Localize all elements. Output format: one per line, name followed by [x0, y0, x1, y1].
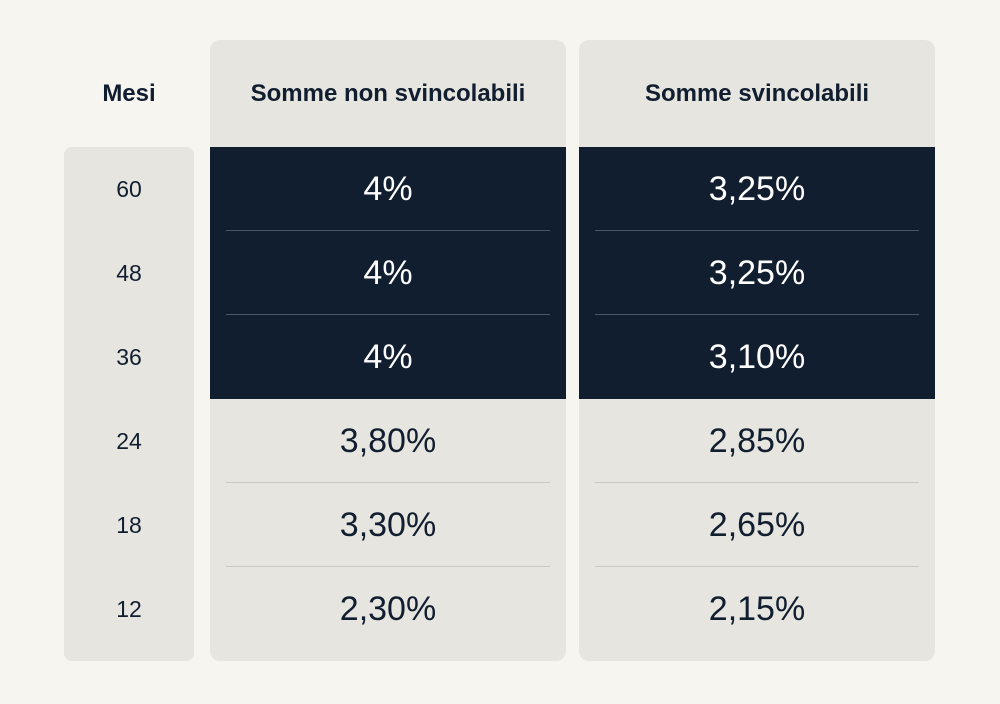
svincolabili-rate-cell: 3,25%	[579, 231, 935, 315]
svincolabili-rate-cell: 2,65%	[579, 483, 935, 567]
non-svincolabili-header: Somme non svincolabili	[250, 79, 526, 107]
svincolabili-rate-cell: 2,15%	[708, 589, 806, 628]
svincolabili-column: Somme svincolabili 3,25% 3,25% 3,10% 2,85% 2…	[579, 40, 935, 661]
month-cell: 18	[116, 511, 142, 538]
month-cell: 48	[116, 259, 142, 286]
non-svincolabili-rate-cell: 4%	[210, 231, 566, 315]
svincolabili-rate-cell: 3,10%	[579, 315, 935, 399]
non-svincolabili-rate-cell: 3,30%	[210, 483, 566, 567]
non-svincolabili-rate-cell: 4%	[210, 315, 566, 399]
month-cell: 36	[116, 343, 142, 370]
svincolabili-rate-cell: 2,85%	[579, 399, 935, 483]
month-cell: 24	[116, 427, 142, 454]
svincolabili-rate-cell: 3,25%	[579, 147, 935, 231]
months-header: Mesi	[102, 79, 156, 107]
non-svincolabili-column: Somme non svincolabili 4% 4% 4% 3,80% 3,30% 2…	[210, 40, 566, 661]
month-cell: 60	[116, 175, 142, 202]
non-svincolabili-rate-cell: 3,80%	[210, 399, 566, 483]
svincolabili-header: Somme svincolabili	[644, 79, 870, 107]
non-svincolabili-rate-cell: 2,30%	[339, 589, 437, 628]
non-svincolabili-rate-cell: 4%	[210, 147, 566, 231]
month-cell: 12	[116, 595, 142, 622]
months-column: 60 48 36 24 18 12	[64, 147, 194, 661]
